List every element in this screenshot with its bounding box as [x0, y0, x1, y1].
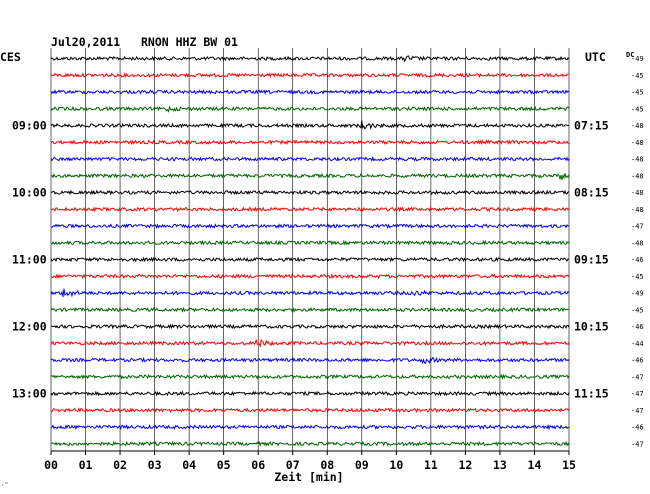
x-tick-label: 08: [320, 458, 334, 472]
trace-line-17: [50, 338, 570, 348]
trace-line-7: [50, 172, 570, 181]
x-tick-label: 06: [251, 458, 265, 472]
dc-offset-label: -47: [631, 390, 644, 398]
dc-offset-label: -48: [631, 239, 644, 247]
trace-line-1: [50, 72, 570, 79]
dc-offset-label: -48: [631, 139, 644, 147]
left-time-label: 11:00: [12, 253, 47, 267]
dc-offset-label: -45: [631, 72, 644, 80]
chart-title: Jul20,2011 RNON HHZ BW 01: [51, 35, 238, 49]
x-tick-label: 07: [286, 458, 300, 472]
trace-line-4: [50, 120, 570, 130]
minute-gridlines: [50, 48, 570, 455]
dc-offset-label: -48: [631, 122, 644, 130]
trace-line-2: [50, 88, 570, 96]
right-time-labels: 07:15 08:15 09:15 10:15 11:15: [574, 119, 609, 401]
dc-offset-label: -49: [631, 290, 644, 298]
left-time-label: 12:00: [12, 320, 47, 334]
trace-line-18: [50, 356, 570, 365]
dc-offset-label: -47: [631, 407, 644, 415]
x-tick-label: 01: [79, 458, 93, 472]
trace-line-15: [50, 306, 570, 313]
dc-offset-label: -44: [631, 340, 644, 348]
dc-offset-label: -48: [631, 156, 644, 164]
x-tick-label: 05: [217, 458, 231, 472]
dc-offset-label: -45: [631, 105, 644, 113]
right-timezone-label: UTC: [585, 50, 606, 64]
trace-line-3: [50, 105, 570, 113]
trace-line-12: [50, 256, 570, 263]
x-tick-label: 03: [148, 458, 162, 472]
dc-offset-label: -46: [631, 323, 644, 331]
x-tick-label: 11: [424, 458, 438, 472]
right-time-label: 10:15: [574, 320, 609, 334]
dc-offset-label: -49: [631, 55, 644, 63]
dc-offset-label: -48: [631, 172, 644, 180]
x-tick-label: 12: [458, 458, 472, 472]
right-time-label: 07:15: [574, 119, 609, 133]
trace-line-23: [50, 440, 570, 447]
trace-line-19: [50, 373, 570, 380]
trace-line-6: [50, 155, 570, 162]
dc-offset-label: -47: [631, 223, 644, 231]
x-tick-label: 15: [562, 458, 576, 472]
trace-line-21: [50, 407, 570, 414]
trace-line-0: [50, 55, 570, 63]
x-tick-label: 10: [389, 458, 403, 472]
left-time-labels: 09:00 10:00 11:00 12:00 13:00: [12, 119, 47, 401]
trace-line-10: [50, 223, 570, 230]
dc-offset-label: -46: [631, 357, 644, 365]
x-tick-label: 13: [493, 458, 507, 472]
x-tick-labels: 00 01 02 03 04 05 06 07 08 09 10 11 12 13 14 15: [44, 458, 576, 472]
dc-offset-label: -46: [631, 256, 644, 264]
trace-line-5: [50, 139, 570, 146]
dc-offset-label: -48: [631, 206, 644, 214]
dc-header-label: DC: [626, 51, 634, 59]
right-time-label: 09:15: [574, 253, 609, 267]
x-tick-label: 14: [528, 458, 542, 472]
left-time-label: 10:00: [12, 186, 47, 200]
right-time-label: 11:15: [574, 387, 609, 401]
dc-offset-labels: -49 -45 -45 -45 -48 -48 -48 -48 -48 -48 -47 -48 -46 -…: [631, 55, 644, 448]
left-time-label: 13:00: [12, 387, 47, 401]
dc-offset-label: -45: [631, 306, 644, 314]
dc-offset-label: -46: [631, 424, 644, 432]
trace-line-22: [50, 423, 570, 431]
x-tick-label: 09: [355, 458, 369, 472]
dc-offset-label: -47: [631, 440, 644, 448]
right-time-label: 08:15: [574, 186, 609, 200]
x-tick-label: 02: [113, 458, 127, 472]
trace-line-8: [50, 189, 570, 196]
left-time-label: 09:00: [12, 119, 47, 133]
dc-offset-label: -45: [631, 273, 644, 281]
trace-line-20: [50, 390, 570, 397]
trace-line-16: [50, 323, 570, 330]
trace-line-13: [50, 273, 570, 280]
x-tick-label: 04: [182, 458, 196, 472]
seismic-traces: [50, 55, 570, 447]
x-axis-label: Zeit [min]: [274, 470, 343, 484]
trace-line-14: [50, 288, 570, 298]
dc-offset-label: -45: [631, 89, 644, 97]
corner-mark: ·‴: [1, 482, 9, 489]
dc-offset-label: -47: [631, 373, 644, 381]
x-tick-label: 00: [44, 458, 58, 472]
trace-line-9: [50, 206, 570, 213]
left-timezone-label: CES: [0, 50, 21, 64]
dc-offset-label: -48: [631, 189, 644, 197]
trace-line-11: [50, 239, 570, 246]
